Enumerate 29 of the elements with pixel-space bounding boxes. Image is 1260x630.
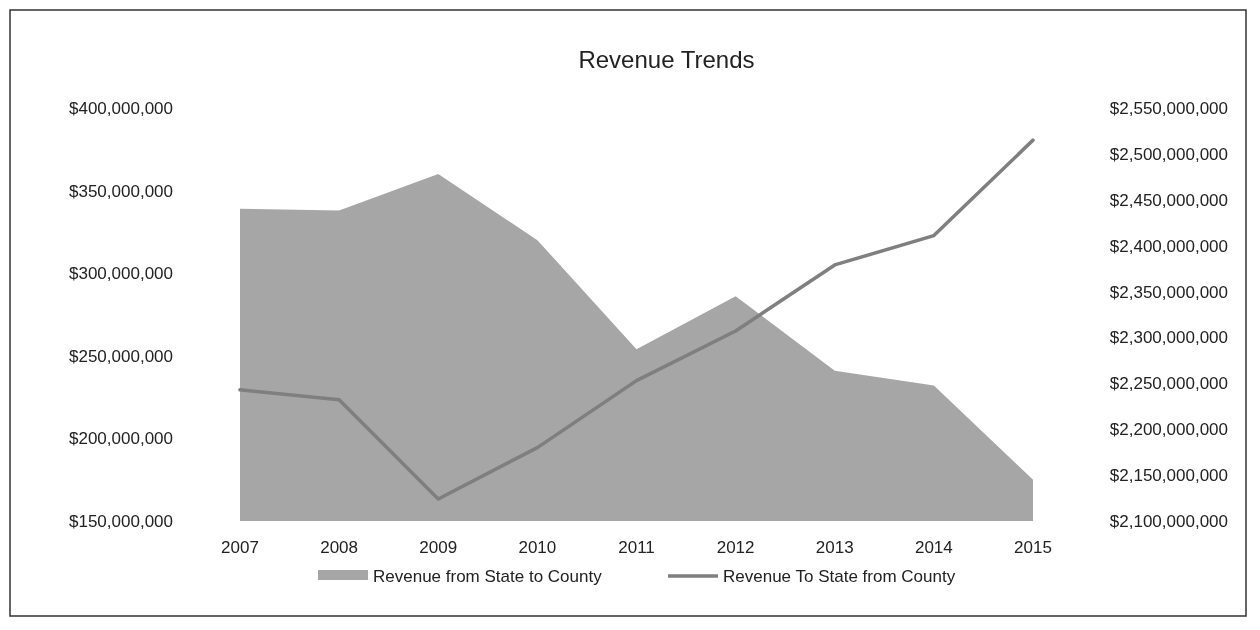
y2-tick-label: $2,150,000,000 [1109,466,1228,486]
x-tick-label: 2011 [618,538,655,557]
x-tick-label: 2012 [716,538,755,557]
x-tick-label: 2010 [518,538,557,557]
x-tick-label: 2014 [914,538,953,557]
y-tick-label: $300,000,000 [69,264,173,284]
line-series [238,138,1035,501]
x-tick-label: 2009 [419,538,458,557]
y2-tick-label: $2,300,000,000 [1109,328,1228,348]
y2-tick-label: $2,350,000,000 [1109,282,1228,302]
x-tick-label: 2013 [815,538,854,557]
y-tick-label: $350,000,000 [69,181,173,201]
legend-label: Revenue from State to County [373,566,603,586]
y2-tick-label: $2,400,000,000 [1109,236,1228,256]
legend-label: Revenue To State from County [723,566,956,586]
y2-tick-label: $2,450,000,000 [1109,190,1228,210]
chart-title: Revenue Trends [578,46,755,73]
y2-tick-label: $2,200,000,000 [1109,420,1228,440]
y-tick-label: $400,000,000 [69,98,173,118]
y2-tick-label: $2,500,000,000 [1109,144,1228,164]
y-tick-label: $250,000,000 [69,346,173,366]
y2-tick-label: $2,550,000,000 [1109,98,1228,118]
x-tick-label: 2008 [320,538,359,557]
y-tick-label: $150,000,000 [69,511,173,531]
y2-tick-label: $2,250,000,000 [1109,374,1228,394]
y-tick-label: $200,000,000 [69,429,173,449]
x-tick-label: 2007 [221,538,259,557]
x-tick-label: 2015 [1014,538,1052,557]
y2-tick-label: $2,100,000,000 [1109,511,1228,531]
